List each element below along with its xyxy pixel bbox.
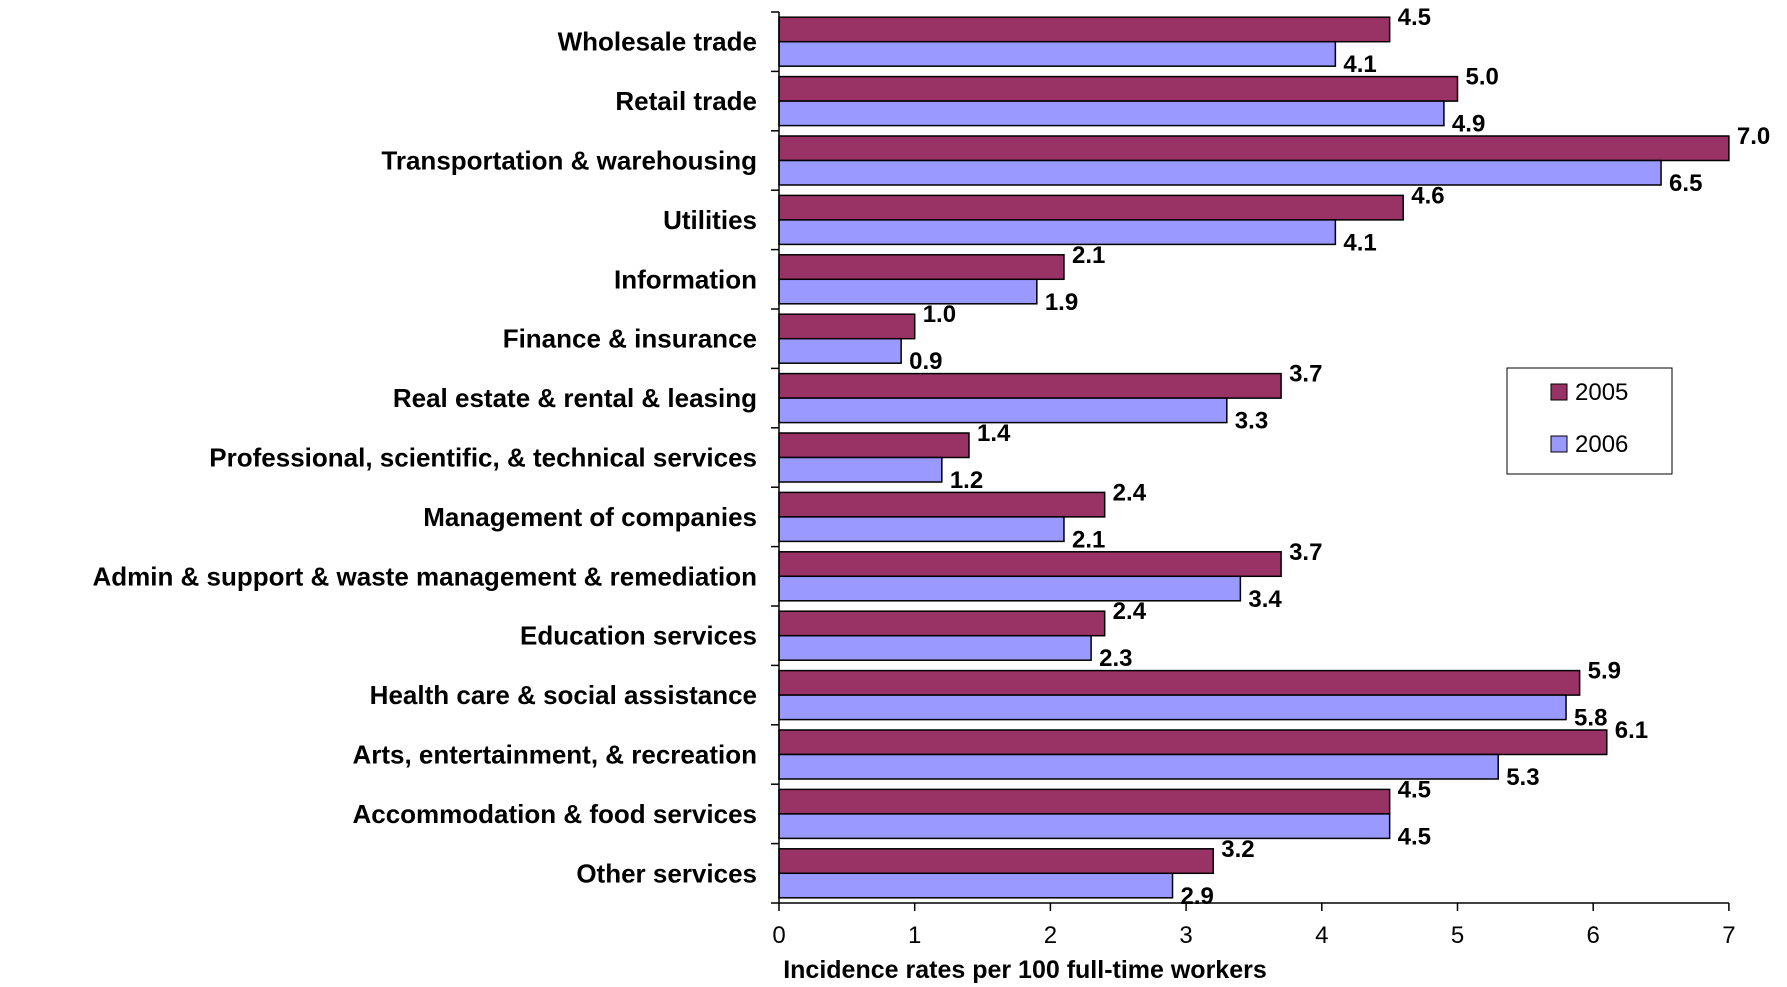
bar-2006 — [778, 337, 902, 364]
value-label-2005: 2.4 — [1113, 598, 1147, 625]
value-label-2006: 0.9 — [909, 348, 942, 375]
category-label: Arts, entertainment, & recreation — [352, 740, 757, 770]
value-label-2006: 2.1 — [1072, 526, 1105, 553]
value-label-2005: 6.1 — [1615, 717, 1648, 744]
category-label: Transportation & warehousing — [381, 146, 757, 176]
value-label-2006: 4.1 — [1343, 51, 1376, 78]
category-label: Information — [614, 264, 757, 294]
value-label-2006: 4.5 — [1398, 823, 1431, 850]
category-label: Utilities — [663, 205, 757, 235]
value-label-2005: 5.0 — [1466, 64, 1499, 91]
bar-2005 — [778, 551, 1282, 578]
bar-2005 — [778, 848, 1214, 875]
legend-swatch-2006 — [1550, 435, 1568, 453]
bar-2005 — [778, 788, 1391, 815]
bar-2005 — [778, 669, 1581, 696]
bar-2005 — [778, 194, 1404, 221]
value-labels-group: 4.5 4.1 5.0 4.9 7.0 6.5 4.6 4.1 2.1 1.9 1.0 0.9 3.7 3… — [909, 4, 1770, 910]
category-label: Retail trade — [615, 86, 757, 116]
value-label-2005: 3.7 — [1289, 361, 1322, 388]
value-label-2006: 4.1 — [1343, 229, 1376, 256]
value-label-2005: 3.2 — [1221, 836, 1254, 863]
x-tick-label: 0 — [772, 922, 785, 949]
x-tick-label: 6 — [1587, 922, 1600, 949]
category-label: Education services — [520, 621, 757, 651]
category-label: Professional, scientific, & technical se… — [209, 443, 757, 473]
value-label-2005: 4.5 — [1398, 776, 1431, 803]
legend-box — [1506, 367, 1673, 475]
category-labels-group: Wholesale trade Retail trade Transportatio… — [92, 27, 757, 889]
value-label-2006: 6.5 — [1669, 170, 1702, 197]
category-label: Admin & support & waste management & rem… — [92, 561, 757, 591]
x-tick-label: 7 — [1722, 922, 1735, 949]
bar-2006 — [778, 456, 943, 483]
bar-2005 — [778, 16, 1391, 43]
legend: 2005 2006 — [1506, 367, 1673, 475]
bar-2005 — [778, 432, 970, 459]
value-label-2005: 1.4 — [977, 420, 1011, 447]
bar-2006 — [778, 516, 1065, 543]
value-label-2005: 2.1 — [1072, 242, 1105, 269]
category-label: Health care & social assistance — [370, 680, 757, 710]
bar-2006 — [778, 575, 1242, 602]
bar-2005 — [778, 313, 916, 340]
legend-swatch-2005 — [1550, 383, 1568, 401]
value-label-2005: 7.0 — [1737, 123, 1770, 150]
category-label: Other services — [576, 858, 757, 888]
value-label-2005: 4.5 — [1398, 4, 1431, 31]
x-tick-label: 1 — [908, 922, 921, 949]
bar-2006 — [778, 278, 1038, 305]
category-label: Real estate & rental & leasing — [393, 383, 757, 413]
category-label: Finance & insurance — [503, 324, 757, 354]
category-label: Wholesale trade — [558, 27, 757, 57]
category-label: Management of companies — [423, 502, 757, 532]
legend-label-2005: 2005 — [1575, 379, 1628, 406]
bar-2005 — [778, 610, 1106, 637]
bar-2006 — [778, 397, 1228, 424]
value-label-2005: 1.0 — [923, 301, 956, 328]
bar-2006 — [778, 100, 1445, 127]
value-label-2006: 2.3 — [1099, 645, 1132, 672]
value-label-2006: 1.9 — [1045, 289, 1078, 316]
bar-2006 — [778, 813, 1391, 840]
x-tick-label: 5 — [1451, 922, 1464, 949]
category-label: Accommodation & food services — [352, 799, 757, 829]
x-ticks-group: 0 1 2 3 4 5 6 7 — [771, 11, 1736, 949]
value-label-2006: 5.8 — [1574, 705, 1607, 732]
value-label-2005: 3.7 — [1289, 539, 1322, 566]
bar-2005 — [778, 135, 1730, 162]
value-label-2006: 1.2 — [950, 467, 983, 494]
bar-2006 — [778, 159, 1662, 186]
legend-label-2006: 2006 — [1575, 431, 1628, 458]
x-tick-label: 3 — [1179, 922, 1192, 949]
value-label-2006: 3.3 — [1235, 408, 1268, 435]
bar-2006 — [778, 40, 1337, 67]
value-label-2005: 2.4 — [1113, 479, 1147, 506]
value-label-2006: 5.3 — [1506, 764, 1539, 791]
bars-group — [778, 16, 1730, 899]
bar-2005 — [778, 729, 1608, 756]
bar-2005 — [778, 372, 1282, 399]
value-label-2006: 4.9 — [1452, 111, 1485, 138]
x-tick-label: 2 — [1044, 922, 1057, 949]
value-label-2006: 3.4 — [1248, 586, 1282, 613]
bar-2006 — [778, 753, 1499, 780]
bar-2005 — [778, 254, 1065, 281]
axes-group — [778, 12, 1729, 904]
x-tick-label: 4 — [1315, 922, 1328, 949]
bar-2005 — [778, 75, 1459, 102]
x-axis-title: Incidence rates per 100 full-time worker… — [783, 956, 1267, 984]
bar-2006 — [778, 694, 1567, 721]
bar-2005 — [778, 491, 1106, 518]
value-label-2005: 5.9 — [1588, 658, 1621, 685]
bar-2006 — [778, 219, 1337, 246]
bar-2006 — [778, 634, 1092, 661]
value-label-2005: 4.6 — [1411, 182, 1444, 209]
bar-2006 — [778, 872, 1174, 899]
